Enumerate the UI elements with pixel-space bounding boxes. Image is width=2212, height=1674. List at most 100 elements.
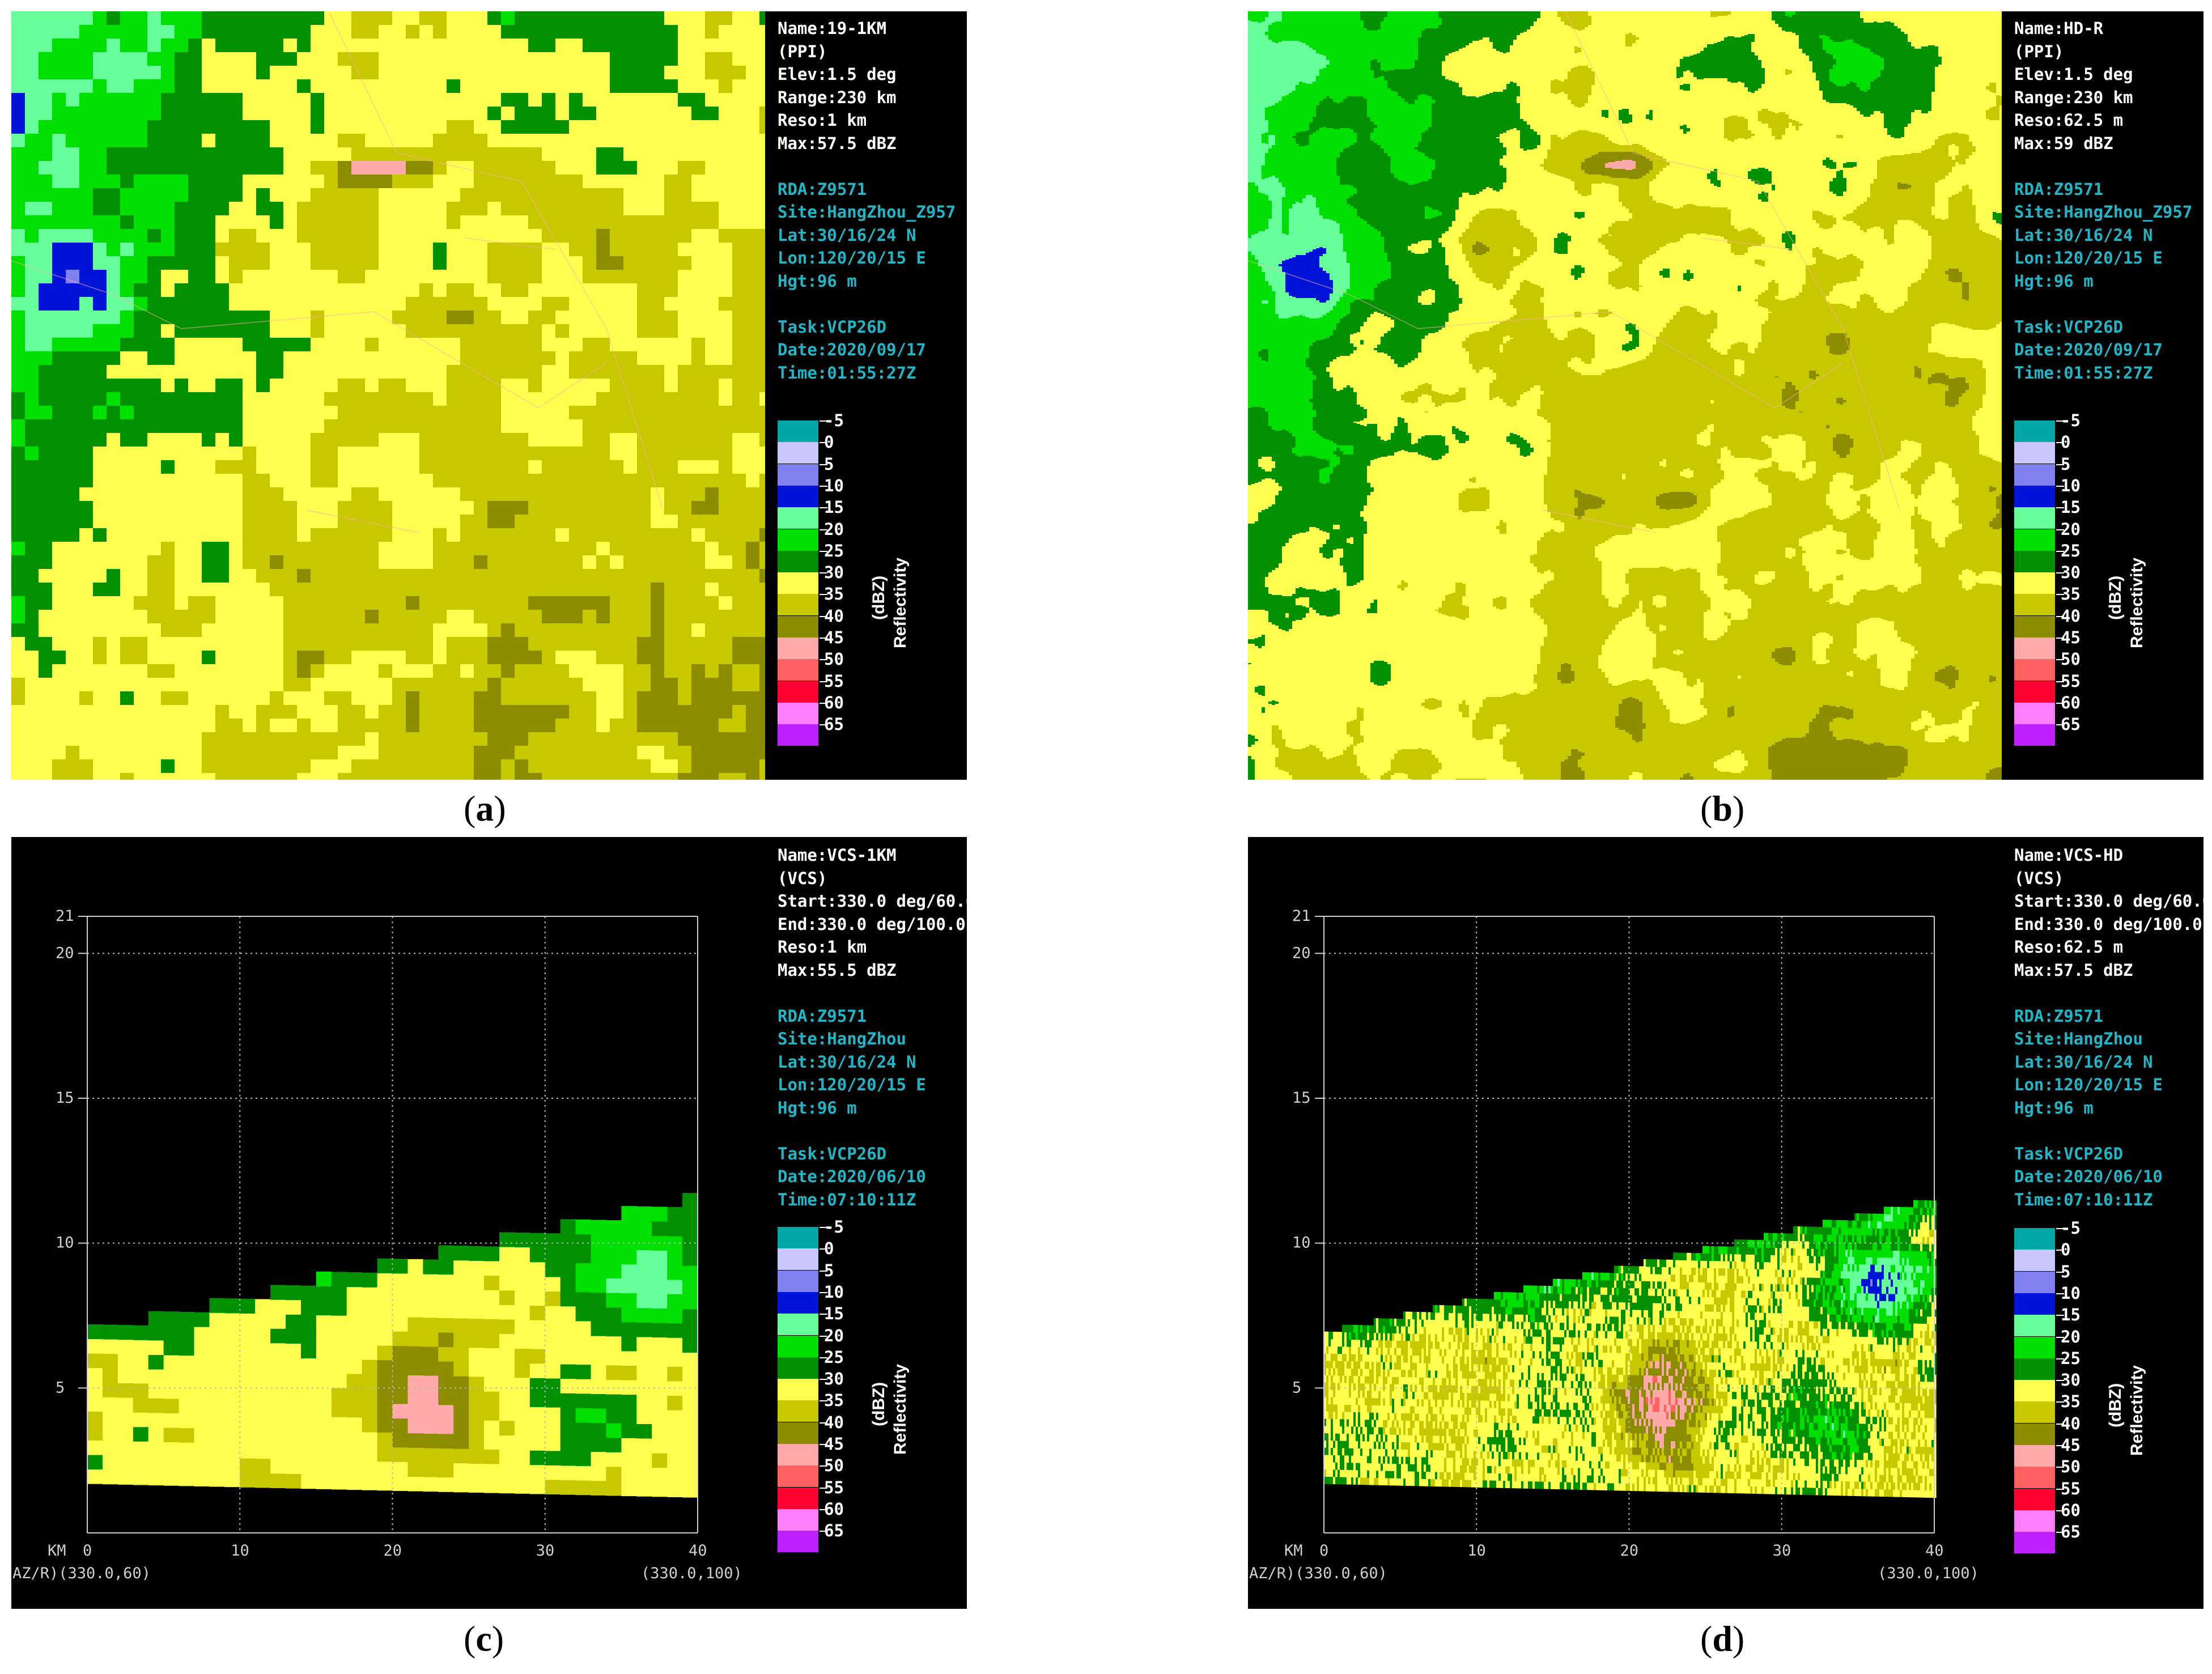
info-line: Lon:120/20/15 E [778,1073,967,1097]
info-line: Date:2020/06/10 [778,1165,967,1188]
legend-label: -5 [824,413,844,429]
legend-tick [2056,638,2064,639]
legend-tick [820,1357,827,1358]
legend-tick [2056,1358,2064,1359]
legend-label: 30 [2061,564,2081,581]
legend-label: 55 [2061,673,2081,690]
legend-tick [2056,1510,2064,1511]
info-line: Site:HangZhou [778,1027,967,1051]
legend-tick [820,485,827,487]
legend-tick [820,1314,827,1315]
legend-swatch [778,1531,818,1553]
legend-tick [2056,681,2064,682]
info-line: Name:19-1KM [778,17,956,40]
legend-label: 60 [824,1501,844,1518]
legend-tick [820,1487,827,1489]
legend-unit: (dBZ) [869,1382,889,1426]
legend-label: 30 [824,1371,844,1387]
legend-label: 10 [2061,1285,2081,1302]
legend-swatch [2014,1271,2055,1293]
legend-label: 35 [2061,1393,2081,1410]
x-tick-label: 40 [1925,1542,1944,1560]
legend-tick [2056,420,2064,422]
legend-swatch [778,507,818,529]
info-line: Reso:62.5 m [2014,109,2192,132]
info-line: Hgt:96 m [2014,1097,2203,1120]
info-line: End:330.0 deg/100.0 k [2014,913,2203,936]
axis-unit-label: KM [1284,1542,1303,1560]
info-line: Task:VCP26D [2014,1142,2203,1166]
x-tick-label: 0 [83,1542,92,1560]
legend-tick [820,550,827,552]
legend-swatch [2014,1467,2055,1489]
y-tick-label: 10 [56,1234,74,1252]
legend-swatch [778,464,818,486]
x-tick-label: 10 [1467,1542,1486,1560]
legend-tick [2056,485,2064,487]
legend-tick [2056,1228,2064,1229]
legend-tick [820,1335,827,1337]
legend-label: 40 [824,607,844,624]
legend-tick [820,681,827,682]
info-line: Date:2020/06/10 [2014,1165,2203,1188]
legend-swatch [2014,724,2055,746]
legend-swatch [778,1487,818,1509]
info-line: Lat:30/16/24 N [2014,224,2192,247]
legend-label: 60 [824,694,844,711]
legend-swatch [2014,1336,2055,1358]
legend-tick [2056,1401,2064,1403]
y-tick-label: 5 [56,1379,65,1396]
legend-tick [820,572,827,574]
legend-label: 65 [824,1523,844,1539]
legend-swatch [2014,681,2055,703]
legend-swatch [778,1248,818,1271]
info-line: Hgt:96 m [778,270,956,293]
legend-tick [820,1465,827,1467]
x-tick-label: 20 [384,1542,402,1560]
info-line: Time:01:55:27Z [778,362,956,385]
legend-swatch [2014,1228,2055,1250]
legend-swatch [2014,1401,2055,1424]
legend-tick [2056,1467,2064,1468]
legend-swatch [778,1444,818,1465]
legend-swatch [2014,529,2055,551]
legend-tick [2056,572,2064,574]
legend-label: 35 [2061,586,2081,602]
info-line: Start:330.0 deg/60.0 k [2014,890,2203,913]
legend-tick [2056,724,2064,726]
legend-label: 45 [824,630,844,646]
info-line: Start:330.0 deg/60.0 k [778,890,967,913]
legend-swatch [2014,572,2055,594]
legend-label: 25 [2061,542,2081,559]
legend-label: 65 [2061,716,2081,733]
legend-tick [820,1379,827,1380]
legend-tick [2056,550,2064,552]
y-tick-label: 20 [56,944,74,962]
legend-swatch [778,420,818,442]
legend-label: 25 [824,1349,844,1366]
legend-swatch [2014,1358,2055,1380]
legend-tick [820,638,827,639]
info-line: (PPI) [778,40,956,63]
legend-swatch [778,1335,818,1357]
legend-label: 15 [2061,499,2081,516]
legend-tick [820,659,827,661]
legend-label: 10 [824,1284,844,1301]
legend-swatch [2014,485,2055,507]
legend-tick [2056,1336,2064,1338]
legend-tick [820,1270,827,1272]
legend-label: 20 [2061,521,2081,538]
legend-swatch [2014,420,2055,442]
legend-swatch [2014,638,2055,659]
legend-title: Reflectivity [2128,558,2147,648]
legend-label: 5 [2061,1263,2070,1280]
boundary-lines [1248,11,1900,533]
legend-label: 35 [824,586,844,602]
legend-unit: (dBZ) [2106,576,2125,620]
legend-tick [820,1248,827,1250]
legend-label: 45 [824,1436,844,1452]
y-tick-label: 21 [56,907,74,925]
legend-swatch [778,529,818,551]
legend-label: 55 [824,1479,844,1496]
legend-tick [820,615,827,617]
